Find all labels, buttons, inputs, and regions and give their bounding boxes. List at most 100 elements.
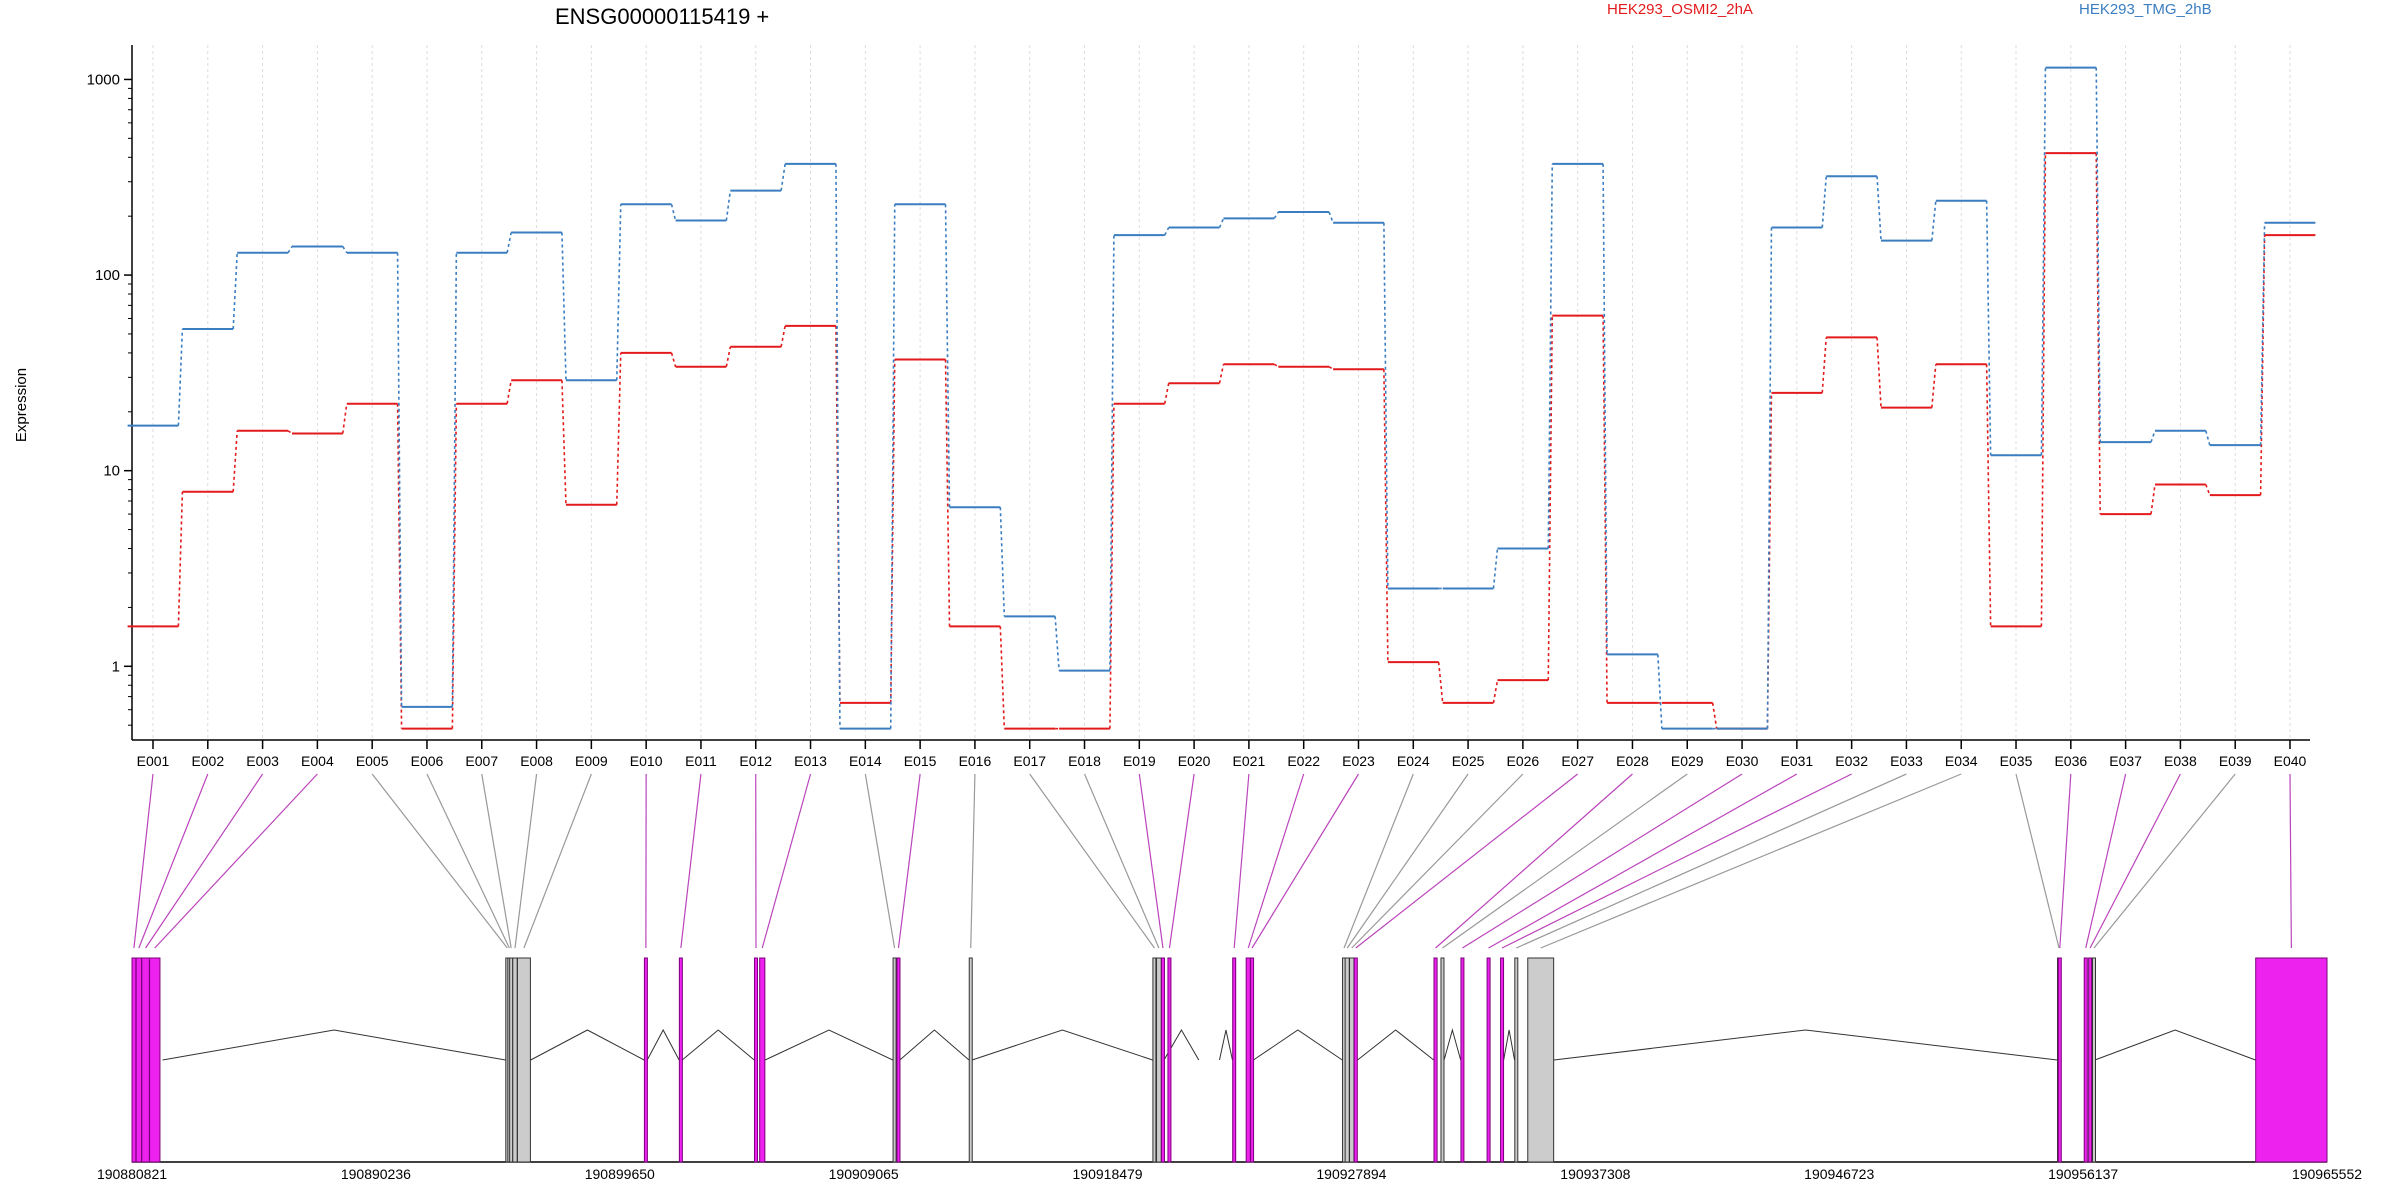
exon-connector-E029 <box>1442 773 1688 949</box>
series-2-connector-E028 <box>1657 654 1663 729</box>
series-1-connector-E010 <box>670 352 677 367</box>
x-tick-label-E021: E021 <box>1233 753 1266 769</box>
series-1-connector-E033 <box>1931 364 1937 408</box>
series-2-connector-E033 <box>1931 200 1937 241</box>
exon-box-E004 <box>149 957 161 1163</box>
exon-connector-E030 <box>1462 773 1743 949</box>
exon-connector-E006 <box>426 773 510 949</box>
series-1-connector-E019 <box>1163 383 1170 404</box>
x-tick-label-E033: E033 <box>1890 753 1923 769</box>
series-1-connector-E016 <box>999 626 1006 729</box>
exon-connector-E017 <box>1029 773 1155 949</box>
series-1 <box>127 152 2316 730</box>
series-1-connector-E024 <box>1437 662 1444 703</box>
series-1-connector-E021 <box>1273 363 1279 368</box>
x-tick-label-E012: E012 <box>739 753 772 769</box>
exon-connector-E028 <box>1435 773 1633 949</box>
exon-connector-E027 <box>1355 773 1579 949</box>
intron-line <box>681 1029 755 1061</box>
exon-connector-E003 <box>145 773 264 949</box>
x-tick-label-E024: E024 <box>1397 753 1430 769</box>
series-2-connector-E031 <box>1821 176 1828 228</box>
genomic-coordinate-label: 190909065 <box>829 1166 899 1182</box>
x-tick-label-E028: E028 <box>1616 753 1649 769</box>
legend-series-osmi2: HEK293_OSMI2_2hA <box>1607 1 1753 18</box>
exon-box-E028 <box>1433 957 1438 1163</box>
exon-connector-E011 <box>680 773 702 949</box>
series-2-connector-E011 <box>725 190 732 221</box>
series-1-connector-E031 <box>1821 337 1828 393</box>
genomic-coordinate-label: 190965552 <box>2292 1166 2362 1182</box>
y-tick-label-1: 1 <box>112 658 120 675</box>
intron-line <box>1443 1028 1462 1061</box>
genomic-coordinate-label: 190899650 <box>585 1166 655 1182</box>
exon-connector-E025 <box>1346 773 1469 949</box>
exon-connector-E019 <box>1138 773 1164 949</box>
series-2-connector-E020 <box>1218 218 1225 228</box>
exon-connector-E039 <box>2093 773 2236 949</box>
series-1-connector-E032 <box>1876 337 1882 408</box>
exon-connector-E015 <box>897 773 921 949</box>
series-2-connector-E035 <box>2040 67 2047 456</box>
series-2-connector-E002 <box>232 252 238 330</box>
x-tick-label-E005: E005 <box>356 753 389 769</box>
exon-connector-E021 <box>1233 773 1250 949</box>
exon-connector-E033 <box>1516 773 1907 949</box>
series-2-connector-E026 <box>1547 163 1554 549</box>
series-1-connector-E018 <box>1109 403 1115 729</box>
exon-box-E008 <box>512 957 518 1163</box>
exon-box-E039 <box>2092 957 2097 1163</box>
exon-box-E018 <box>1156 957 1162 1163</box>
chart-title: ENSG00000115419 + <box>555 4 769 29</box>
exon-box-E031 <box>1486 957 1491 1163</box>
x-tick-label-E015: E015 <box>904 753 937 769</box>
series-2-connector-E021 <box>1273 211 1279 219</box>
x-tick-label-E002: E002 <box>191 753 224 769</box>
exon-connector-E005 <box>371 773 508 949</box>
exon-connector-E020 <box>1168 773 1195 949</box>
series-1-connector-E037 <box>2150 484 2156 515</box>
exon-box-E003 <box>141 957 150 1163</box>
series-2-connector-E003 <box>287 246 293 254</box>
exon-connector-E016 <box>970 773 976 949</box>
exon-connector-E014 <box>864 773 896 949</box>
series-1-connector-E036 <box>2095 153 2102 515</box>
genomic-coordinate-label: 190956137 <box>2048 1166 2118 1182</box>
x-tick-label-E025: E025 <box>1452 753 1485 769</box>
intron-line <box>1357 1029 1435 1061</box>
exon-box-E010 <box>643 957 648 1163</box>
genomic-coordinate-label: 190890236 <box>341 1166 411 1182</box>
y-tick-label-100: 100 <box>95 267 120 284</box>
x-tick-label-E007: E007 <box>465 753 498 769</box>
grid-layer <box>152 45 2291 740</box>
exon-box-E037 <box>2083 957 2088 1163</box>
exon-connector-E009 <box>523 773 592 949</box>
exon-connector-E001 <box>133 773 154 949</box>
x-tick-label-E006: E006 <box>411 753 444 769</box>
exon-connector-E026 <box>1351 773 1524 949</box>
series-2-connector-E006 <box>451 252 458 707</box>
series-1-connector-E015 <box>944 359 951 627</box>
exon-connector-E018 <box>1083 773 1160 949</box>
series-2-connector-E032 <box>1876 176 1882 241</box>
genomic-coordinate-label: 190946723 <box>1804 1166 1874 1182</box>
exon-box-E040 <box>2255 957 2328 1163</box>
series-2-connector-E034 <box>1985 200 1992 456</box>
intron-line <box>764 1029 894 1061</box>
series-1-connector-E009 <box>615 352 622 505</box>
intron-line <box>646 1028 680 1061</box>
exon-connector-E037 <box>2085 773 2127 949</box>
exon-connector-E022 <box>1247 773 1305 949</box>
series-2-connector-E005 <box>396 252 403 707</box>
exon-box-E019 <box>1160 957 1165 1163</box>
series-2-connector-E017 <box>1054 616 1060 671</box>
exon-box-E009 <box>516 957 531 1163</box>
exon-connector-E008 <box>514 773 538 949</box>
exon-box-E011 <box>678 957 683 1163</box>
series-2-connector-E019 <box>1163 227 1170 236</box>
series-1-connector-E020 <box>1218 364 1225 384</box>
exon-connector-E036 <box>2059 773 2072 949</box>
exon-box-E023 <box>1250 957 1255 1163</box>
series-1-connector-E008 <box>561 380 567 505</box>
